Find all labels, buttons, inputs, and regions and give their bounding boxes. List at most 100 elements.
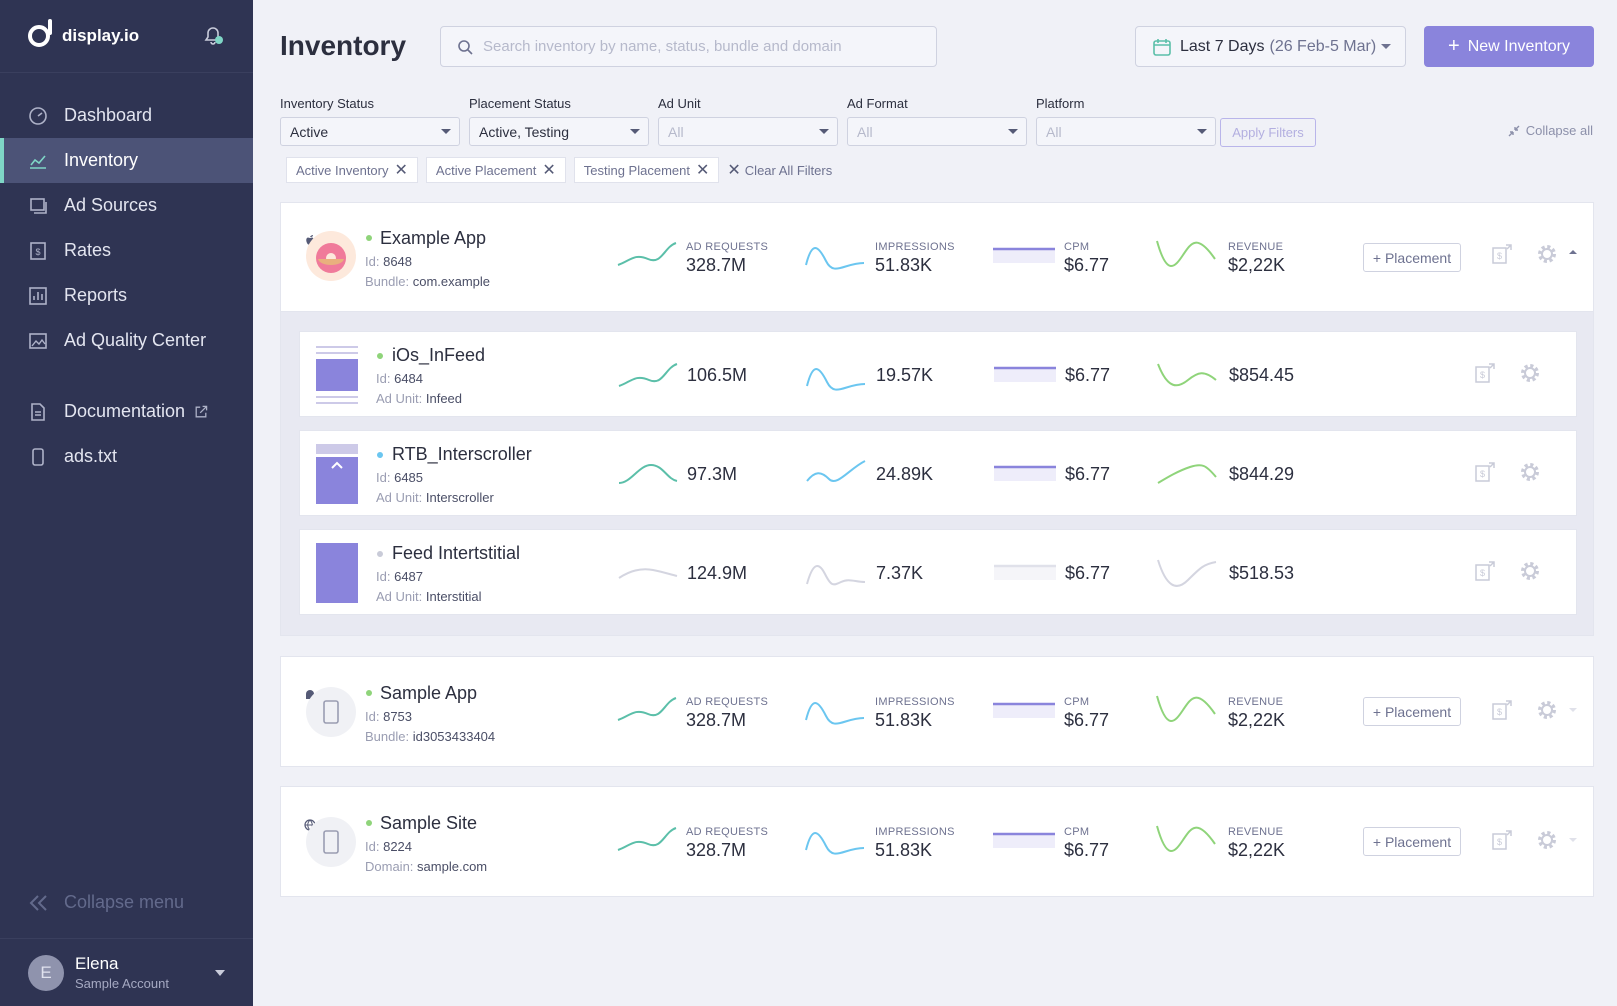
metric-impressions: 24.89K: [876, 464, 934, 484]
user-menu[interactable]: E Elena Sample Account: [0, 938, 253, 1006]
main-content: Inventory Last 7 Days (26 Feb-5 Mar) + Ne…: [253, 0, 1617, 1006]
rate-icon[interactable]: $: [1474, 560, 1496, 582]
svg-text:$: $: [1497, 707, 1502, 717]
metric-revenue: $854.45: [1229, 365, 1295, 385]
chevron-up-icon[interactable]: [1566, 245, 1580, 259]
placement-name[interactable]: Feed Intertstitial: [392, 543, 521, 563]
metric-impressions: 51.83K: [875, 840, 933, 860]
nav-item-rates[interactable]: $ Rates: [0, 228, 253, 273]
impressions-sparkline: [806, 460, 866, 482]
inventory-card-sample-app[interactable]: Sample App Id: 8753 Bundle: id3053433404…: [280, 656, 1594, 767]
inventory-status-select[interactable]: Active: [280, 117, 460, 146]
placement-name[interactable]: RTB_Interscroller: [392, 444, 532, 464]
status-dot: [366, 820, 372, 826]
nav-item-documentation[interactable]: Documentation: [0, 389, 253, 434]
app-bundle: Bundle: com.example: [365, 274, 490, 289]
donut-app-icon: [306, 231, 356, 281]
cpm-sparkline: [994, 564, 1056, 580]
metric-cpm: $6.77: [1065, 365, 1111, 385]
gear-icon[interactable]: [1519, 362, 1541, 384]
ad-quality-icon: [29, 332, 47, 349]
new-inventory-button[interactable]: + New Inventory: [1424, 26, 1594, 67]
inventory-card-sample-site[interactable]: Sample Site Id: 8224 Domain: sample.com …: [280, 786, 1594, 897]
gear-icon[interactable]: [1519, 461, 1541, 483]
chevron-down-icon[interactable]: [1566, 833, 1580, 847]
gear-icon[interactable]: [1536, 699, 1558, 721]
id-label: Id:: [376, 569, 391, 584]
requests-sparkline: [617, 827, 677, 851]
metric-revenue: $844.29: [1229, 464, 1295, 484]
page-title: Inventory: [280, 30, 407, 61]
placement-id: Id: 6485: [376, 470, 423, 485]
rate-icon[interactable]: $: [1491, 699, 1513, 721]
bundle-value: id3053433404: [412, 729, 496, 744]
collapse-all-button[interactable]: Collapse all: [1507, 123, 1593, 138]
svg-text:$: $: [1480, 370, 1485, 380]
filter-chip: Testing Placement ✕: [573, 157, 720, 183]
placement-name[interactable]: iOs_InFeed: [392, 345, 486, 365]
close-icon[interactable]: ✕: [542, 162, 556, 179]
metric-label-impressions: IMPRESSIONS: [875, 826, 955, 838]
notification-bell-icon[interactable]: [201, 24, 225, 48]
app-name[interactable]: Example App: [380, 228, 487, 248]
chevron-down-icon: [1197, 129, 1207, 134]
placement-status-select[interactable]: Active, Testing: [469, 117, 649, 146]
nav-item-reports[interactable]: Reports: [0, 273, 253, 318]
ad-format-select[interactable]: All: [847, 117, 1027, 146]
app-name[interactable]: Sample App: [380, 683, 478, 703]
sidebar: display.io Dashboard Inventory Ad Source…: [0, 0, 253, 1006]
clear-all-filters-button[interactable]: ✕ Clear All Filters: [727, 160, 832, 180]
metric-cpm: $6.77: [1064, 840, 1110, 860]
placement-row-rtb-interscroller[interactable]: RTB_Interscroller Id: 6485 Ad Unit: Inte…: [299, 430, 1577, 516]
nav-item-inventory[interactable]: Inventory: [0, 138, 253, 183]
ad-unit-select[interactable]: All: [658, 117, 838, 146]
inventory-card-example-app[interactable]: Example App Id: 8648 Bundle: com.example…: [280, 202, 1594, 312]
collapse-icon: [1508, 125, 1520, 136]
rate-icon[interactable]: $: [1491, 829, 1513, 851]
rate-icon[interactable]: $: [1474, 461, 1496, 483]
chevron-down-icon: [441, 129, 451, 134]
nav-label: Documentation: [64, 401, 186, 421]
platform-select[interactable]: All: [1036, 117, 1216, 146]
metric-cpm: $6.77: [1065, 464, 1111, 484]
metric-revenue: $2,22K: [1228, 255, 1286, 275]
display-io-logo-icon[interactable]: [28, 19, 52, 47]
nav-item-ad-sources[interactable]: Ad Sources: [0, 183, 253, 228]
ad-unit-label: Ad Unit:: [376, 589, 423, 604]
add-placement-button[interactable]: + Placement: [1363, 697, 1461, 726]
nav-item-ad-quality-center[interactable]: Ad Quality Center: [0, 318, 253, 363]
nav-item-ads-txt[interactable]: ads.txt: [0, 434, 253, 479]
gear-icon[interactable]: [1536, 243, 1558, 265]
metric-requests: 106.5M: [687, 365, 748, 385]
placement-row-ios-infeed[interactable]: iOs_InFeed Id: 6484 Ad Unit: Infeed 106.…: [299, 331, 1577, 417]
app-name[interactable]: Sample Site: [380, 813, 478, 833]
metric-label-revenue: REVENUE: [1228, 241, 1284, 253]
rate-icon[interactable]: $: [1474, 362, 1496, 384]
search-input[interactable]: [483, 38, 923, 55]
placement-row-feed-interstitial[interactable]: Feed Intertstitial Id: 6487 Ad Unit: Int…: [299, 529, 1577, 615]
date-range-picker[interactable]: Last 7 Days (26 Feb-5 Mar): [1135, 26, 1406, 67]
nav-item-dashboard[interactable]: Dashboard: [0, 93, 253, 138]
revenue-sparkline: [1156, 240, 1216, 267]
collapse-menu-button[interactable]: Collapse menu: [28, 892, 184, 913]
close-icon[interactable]: ✕: [394, 162, 408, 179]
add-placement-button[interactable]: + Placement: [1363, 827, 1461, 856]
add-placement-button[interactable]: + Placement: [1363, 243, 1461, 272]
filter-chip: Active Placement ✕: [425, 157, 566, 183]
gear-icon[interactable]: [1536, 829, 1558, 851]
status-dot: [377, 452, 383, 458]
interstitial-ad-unit-icon: [316, 543, 358, 603]
chevron-down-icon: [1381, 44, 1391, 49]
impressions-sparkline: [805, 832, 865, 855]
gear-icon[interactable]: [1519, 560, 1541, 582]
rate-icon[interactable]: $: [1491, 243, 1513, 265]
app-id: Id: 8753: [365, 709, 412, 724]
chevron-down-icon[interactable]: [1566, 703, 1580, 717]
apply-filters-button[interactable]: Apply Filters: [1220, 118, 1316, 147]
brand-name[interactable]: display.io: [62, 26, 140, 45]
close-icon[interactable]: ✕: [695, 162, 710, 179]
placement-id: Id: 6484: [376, 371, 423, 386]
inventory-icon: [30, 154, 46, 169]
impressions-sparkline: [805, 247, 865, 270]
search-box[interactable]: [440, 26, 937, 67]
